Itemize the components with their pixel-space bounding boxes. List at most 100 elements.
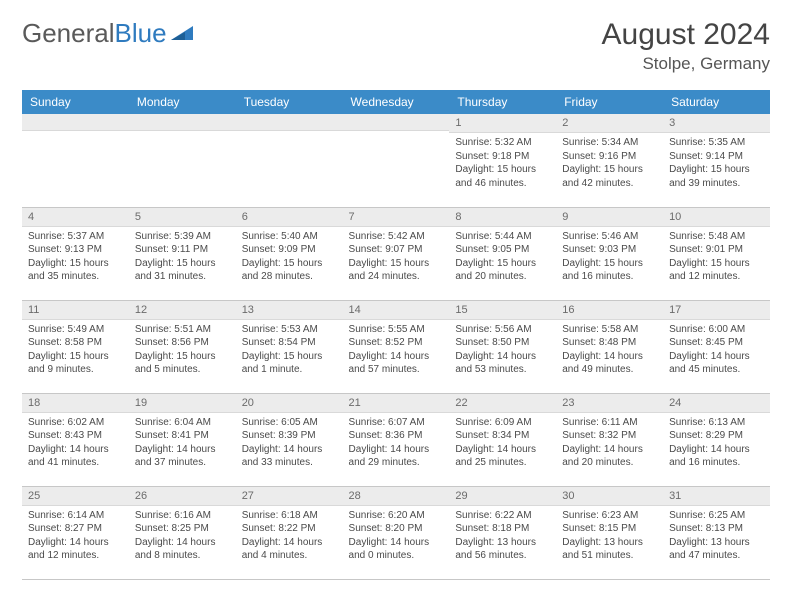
sunrise-text: Sunrise: 6:14 AM bbox=[28, 509, 123, 523]
sunrise-text: Sunrise: 5:49 AM bbox=[28, 323, 123, 337]
day-body: Sunrise: 5:42 AMSunset: 9:07 PMDaylight:… bbox=[343, 227, 450, 289]
day-number: 15 bbox=[449, 301, 556, 320]
daylight-text: Daylight: 15 hours and 16 minutes. bbox=[562, 257, 657, 284]
day-number bbox=[129, 114, 236, 131]
sunrise-text: Sunrise: 5:35 AM bbox=[669, 136, 764, 150]
sunset-text: Sunset: 8:34 PM bbox=[455, 429, 550, 443]
sunrise-text: Sunrise: 5:39 AM bbox=[135, 230, 230, 244]
day-body bbox=[343, 131, 450, 139]
day-number: 8 bbox=[449, 208, 556, 227]
sunrise-text: Sunrise: 6:25 AM bbox=[669, 509, 764, 523]
sunset-text: Sunset: 8:22 PM bbox=[242, 522, 337, 536]
sunset-text: Sunset: 8:56 PM bbox=[135, 336, 230, 350]
sunset-text: Sunset: 8:36 PM bbox=[349, 429, 444, 443]
day-body: Sunrise: 6:23 AMSunset: 8:15 PMDaylight:… bbox=[556, 506, 663, 568]
sunset-text: Sunset: 8:27 PM bbox=[28, 522, 123, 536]
daylight-text: Daylight: 15 hours and 5 minutes. bbox=[135, 350, 230, 377]
brand-part1: General bbox=[22, 18, 115, 49]
day-number: 25 bbox=[22, 487, 129, 506]
daylight-text: Daylight: 15 hours and 20 minutes. bbox=[455, 257, 550, 284]
daylight-text: Daylight: 15 hours and 12 minutes. bbox=[669, 257, 764, 284]
day-body: Sunrise: 6:22 AMSunset: 8:18 PMDaylight:… bbox=[449, 506, 556, 568]
day-body: Sunrise: 5:40 AMSunset: 9:09 PMDaylight:… bbox=[236, 227, 343, 289]
calendar-day-cell: 13Sunrise: 5:53 AMSunset: 8:54 PMDayligh… bbox=[236, 300, 343, 393]
weekday-header: Thursday bbox=[449, 90, 556, 114]
weekday-header: Friday bbox=[556, 90, 663, 114]
sunset-text: Sunset: 8:45 PM bbox=[669, 336, 764, 350]
day-body: Sunrise: 5:37 AMSunset: 9:13 PMDaylight:… bbox=[22, 227, 129, 289]
calendar-week-row: 25Sunrise: 6:14 AMSunset: 8:27 PMDayligh… bbox=[22, 486, 770, 579]
sunrise-text: Sunrise: 5:34 AM bbox=[562, 136, 657, 150]
sunset-text: Sunset: 8:39 PM bbox=[242, 429, 337, 443]
calendar-day-cell bbox=[236, 114, 343, 207]
weekday-header: Tuesday bbox=[236, 90, 343, 114]
daylight-text: Daylight: 14 hours and 4 minutes. bbox=[242, 536, 337, 563]
title-block: August 2024 Stolpe, Germany bbox=[602, 18, 770, 74]
day-body: Sunrise: 5:51 AMSunset: 8:56 PMDaylight:… bbox=[129, 320, 236, 382]
sunset-text: Sunset: 9:18 PM bbox=[455, 150, 550, 164]
day-number: 3 bbox=[663, 114, 770, 133]
calendar-day-cell: 8 Sunrise: 5:44 AMSunset: 9:05 PMDaylight… bbox=[449, 207, 556, 300]
daylight-text: Daylight: 14 hours and 57 minutes. bbox=[349, 350, 444, 377]
weekday-header: Monday bbox=[129, 90, 236, 114]
day-body: Sunrise: 6:20 AMSunset: 8:20 PMDaylight:… bbox=[343, 506, 450, 568]
sunset-text: Sunset: 8:58 PM bbox=[28, 336, 123, 350]
day-number: 11 bbox=[22, 301, 129, 320]
day-number: 17 bbox=[663, 301, 770, 320]
daylight-text: Daylight: 14 hours and 12 minutes. bbox=[28, 536, 123, 563]
day-number: 2 bbox=[556, 114, 663, 133]
sunset-text: Sunset: 9:11 PM bbox=[135, 243, 230, 257]
daylight-text: Daylight: 14 hours and 37 minutes. bbox=[135, 443, 230, 470]
sunrise-text: Sunrise: 6:05 AM bbox=[242, 416, 337, 430]
calendar-day-cell: 1Sunrise: 5:32 AMSunset: 9:18 PMDaylight… bbox=[449, 114, 556, 207]
calendar-day-cell: 19Sunrise: 6:04 AMSunset: 8:41 PMDayligh… bbox=[129, 393, 236, 486]
day-number: 31 bbox=[663, 487, 770, 506]
day-body: Sunrise: 5:55 AMSunset: 8:52 PMDaylight:… bbox=[343, 320, 450, 382]
daylight-text: Daylight: 13 hours and 47 minutes. bbox=[669, 536, 764, 563]
sunset-text: Sunset: 8:15 PM bbox=[562, 522, 657, 536]
day-number: 23 bbox=[556, 394, 663, 413]
calendar-day-cell: 27Sunrise: 6:18 AMSunset: 8:22 PMDayligh… bbox=[236, 486, 343, 579]
day-number: 27 bbox=[236, 487, 343, 506]
sunrise-text: Sunrise: 5:44 AM bbox=[455, 230, 550, 244]
day-body: Sunrise: 6:11 AMSunset: 8:32 PMDaylight:… bbox=[556, 413, 663, 475]
day-number: 12 bbox=[129, 301, 236, 320]
calendar-day-cell bbox=[22, 114, 129, 207]
day-body: Sunrise: 5:49 AMSunset: 8:58 PMDaylight:… bbox=[22, 320, 129, 382]
day-body: Sunrise: 6:04 AMSunset: 8:41 PMDaylight:… bbox=[129, 413, 236, 475]
day-body: Sunrise: 6:05 AMSunset: 8:39 PMDaylight:… bbox=[236, 413, 343, 475]
daylight-text: Daylight: 15 hours and 1 minute. bbox=[242, 350, 337, 377]
calendar-day-cell: 29Sunrise: 6:22 AMSunset: 8:18 PMDayligh… bbox=[449, 486, 556, 579]
calendar-day-cell: 20Sunrise: 6:05 AMSunset: 8:39 PMDayligh… bbox=[236, 393, 343, 486]
day-number bbox=[343, 114, 450, 131]
brand-logo: GeneralBlue bbox=[22, 18, 197, 49]
sunrise-text: Sunrise: 6:11 AM bbox=[562, 416, 657, 430]
daylight-text: Daylight: 15 hours and 42 minutes. bbox=[562, 163, 657, 190]
daylight-text: Daylight: 14 hours and 45 minutes. bbox=[669, 350, 764, 377]
sunset-text: Sunset: 9:05 PM bbox=[455, 243, 550, 257]
sunrise-text: Sunrise: 5:56 AM bbox=[455, 323, 550, 337]
calendar-day-cell: 26Sunrise: 6:16 AMSunset: 8:25 PMDayligh… bbox=[129, 486, 236, 579]
day-number: 9 bbox=[556, 208, 663, 227]
day-body: Sunrise: 6:25 AMSunset: 8:13 PMDaylight:… bbox=[663, 506, 770, 568]
sunrise-text: Sunrise: 5:48 AM bbox=[669, 230, 764, 244]
day-body: Sunrise: 5:34 AMSunset: 9:16 PMDaylight:… bbox=[556, 133, 663, 195]
calendar-day-cell: 10Sunrise: 5:48 AMSunset: 9:01 PMDayligh… bbox=[663, 207, 770, 300]
calendar-day-cell: 25Sunrise: 6:14 AMSunset: 8:27 PMDayligh… bbox=[22, 486, 129, 579]
sunset-text: Sunset: 8:25 PM bbox=[135, 522, 230, 536]
day-body: Sunrise: 6:14 AMSunset: 8:27 PMDaylight:… bbox=[22, 506, 129, 568]
weekday-header: Wednesday bbox=[343, 90, 450, 114]
calendar-day-cell: 24Sunrise: 6:13 AMSunset: 8:29 PMDayligh… bbox=[663, 393, 770, 486]
calendar-day-cell: 5Sunrise: 5:39 AMSunset: 9:11 PMDaylight… bbox=[129, 207, 236, 300]
daylight-text: Daylight: 13 hours and 56 minutes. bbox=[455, 536, 550, 563]
sunrise-text: Sunrise: 6:22 AM bbox=[455, 509, 550, 523]
day-body: Sunrise: 6:13 AMSunset: 8:29 PMDaylight:… bbox=[663, 413, 770, 475]
calendar-table: Sunday Monday Tuesday Wednesday Thursday… bbox=[22, 90, 770, 580]
day-number: 26 bbox=[129, 487, 236, 506]
logo-mark-icon bbox=[171, 18, 197, 49]
day-body: Sunrise: 5:32 AMSunset: 9:18 PMDaylight:… bbox=[449, 133, 556, 195]
day-number: 19 bbox=[129, 394, 236, 413]
sunset-text: Sunset: 8:20 PM bbox=[349, 522, 444, 536]
calendar-day-cell: 21Sunrise: 6:07 AMSunset: 8:36 PMDayligh… bbox=[343, 393, 450, 486]
day-number: 1 bbox=[449, 114, 556, 133]
